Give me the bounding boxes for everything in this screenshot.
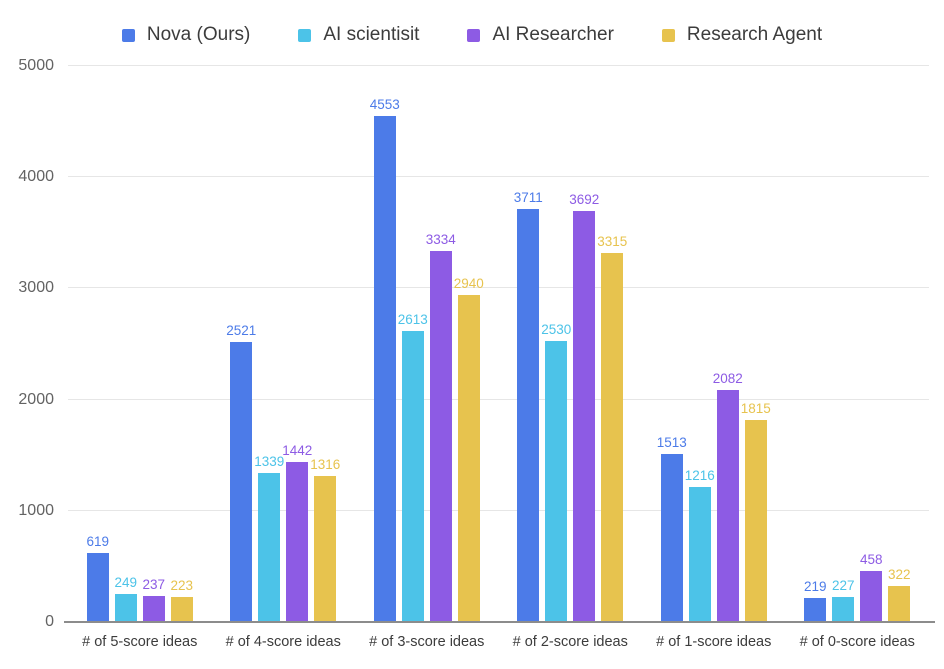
legend-item: AI Researcher bbox=[467, 24, 614, 46]
bar: 1815 bbox=[741, 401, 771, 622]
gridline bbox=[68, 509, 929, 511]
bar: 2521 bbox=[226, 323, 256, 622]
bar-value-label: 1216 bbox=[684, 467, 715, 483]
bar-value-label: 1513 bbox=[656, 434, 687, 450]
bar-value-label: 1339 bbox=[254, 454, 285, 470]
category-label: # of 5-score ideas bbox=[82, 634, 198, 650]
gridline bbox=[68, 65, 929, 66]
legend: Nova (Ours) AI scientisit AI Researcher Res… bbox=[0, 22, 944, 48]
legend-swatch-icon bbox=[121, 28, 135, 42]
bar-group: 219 227 458 322 bbox=[786, 66, 930, 622]
bar-value-label: 3692 bbox=[569, 192, 600, 208]
bar-group: 1513 1216 2082 1815 bbox=[642, 66, 786, 622]
bar: 219 bbox=[804, 579, 827, 622]
bar: 2530 bbox=[541, 322, 571, 622]
category-label: # of 2-score ideas bbox=[512, 634, 628, 650]
y-tick-label: 1000 bbox=[18, 501, 54, 519]
bar-value-label: 2613 bbox=[397, 312, 428, 328]
bar-value-label: 3334 bbox=[425, 232, 456, 248]
bar: 1216 bbox=[685, 468, 715, 622]
legend-swatch-icon bbox=[661, 28, 675, 42]
bar-value-label: 3315 bbox=[597, 234, 628, 250]
bar: 2082 bbox=[713, 371, 743, 622]
x-axis-labels: # of 5-score ideas # of 4-score ideas # of… bbox=[68, 634, 929, 650]
bar-value-label: 1442 bbox=[282, 442, 313, 458]
bar: 227 bbox=[832, 578, 855, 622]
bar: 3692 bbox=[569, 192, 599, 622]
bar-value-label: 2521 bbox=[226, 322, 257, 338]
bar-value-label: 1316 bbox=[310, 456, 341, 472]
bar: 619 bbox=[86, 534, 109, 622]
bar-group: 3711 2530 3692 3315 bbox=[499, 66, 643, 622]
bar-value-label: 2940 bbox=[453, 276, 484, 292]
bar-value-label: 1815 bbox=[740, 401, 771, 417]
bar-groups: 619 249 237 223 2521 1339 1442 1316 4553 2613 3334… bbox=[68, 66, 929, 622]
bar: 1339 bbox=[254, 454, 284, 622]
bar: 249 bbox=[114, 575, 137, 622]
legend-swatch-icon bbox=[467, 28, 481, 42]
legend-label: AI Researcher bbox=[492, 24, 614, 45]
bar-value-label: 219 bbox=[803, 578, 827, 594]
y-tick-label: 0 bbox=[45, 613, 54, 630]
bar: 1316 bbox=[310, 457, 340, 622]
bar-value-label: 227 bbox=[831, 577, 855, 593]
legend-item: AI scientisit bbox=[298, 24, 419, 46]
bar: 3711 bbox=[514, 190, 543, 622]
legend-label: AI scientisit bbox=[323, 24, 420, 45]
bar-value-label: 3711 bbox=[513, 190, 543, 206]
bar-group: 4553 2613 3334 2940 bbox=[355, 66, 499, 622]
bar-value-label: 458 bbox=[859, 552, 883, 568]
bar: 3315 bbox=[597, 234, 627, 622]
bar: 4553 bbox=[370, 97, 400, 622]
legend-item: Nova (Ours) bbox=[121, 24, 251, 46]
legend-label: Research Agent bbox=[686, 24, 823, 45]
gridline bbox=[68, 176, 929, 178]
bar: 223 bbox=[170, 578, 193, 622]
bar: 237 bbox=[142, 577, 165, 622]
category-label: # of 1-score ideas bbox=[656, 634, 772, 650]
bar-value-label: 2530 bbox=[541, 321, 572, 337]
bar-value-label: 4553 bbox=[369, 96, 400, 112]
y-tick-label: 5000 bbox=[18, 57, 54, 74]
legend-label: Nova (Ours) bbox=[146, 24, 251, 45]
x-axis-line bbox=[64, 621, 935, 623]
bar: 3334 bbox=[426, 232, 456, 622]
gridline bbox=[68, 398, 929, 400]
bar-value-label: 2082 bbox=[712, 371, 743, 387]
category-label: # of 3-score ideas bbox=[369, 634, 485, 650]
gridline bbox=[68, 287, 929, 289]
legend-item: Research Agent bbox=[661, 24, 823, 46]
bar-value-label: 249 bbox=[114, 575, 138, 591]
bar-value-label: 619 bbox=[86, 534, 110, 550]
bar: 322 bbox=[888, 567, 911, 622]
bar: 1513 bbox=[657, 435, 687, 622]
bar-value-label: 322 bbox=[887, 567, 911, 583]
bar: 2940 bbox=[454, 276, 484, 622]
bar-value-label: 237 bbox=[142, 576, 166, 592]
legend-swatch-icon bbox=[298, 28, 312, 42]
y-tick-label: 4000 bbox=[18, 168, 54, 186]
bar: 2613 bbox=[398, 312, 428, 622]
y-tick-label: 3000 bbox=[18, 279, 54, 297]
category-label: # of 4-score ideas bbox=[225, 634, 341, 650]
y-tick-label: 2000 bbox=[18, 390, 54, 408]
y-axis: 0 1000 2000 3000 4000 5000 bbox=[0, 57, 56, 630]
bar-group: 2521 1339 1442 1316 bbox=[212, 66, 356, 622]
bar: 1442 bbox=[282, 443, 312, 622]
bar-group: 619 249 237 223 bbox=[68, 66, 212, 622]
bar: 458 bbox=[860, 552, 883, 622]
category-label: # of 0-score ideas bbox=[799, 634, 915, 650]
plot-area: 619 249 237 223 2521 1339 1442 1316 4553 2613 3334… bbox=[64, 65, 935, 623]
bar-value-label: 223 bbox=[170, 578, 194, 594]
